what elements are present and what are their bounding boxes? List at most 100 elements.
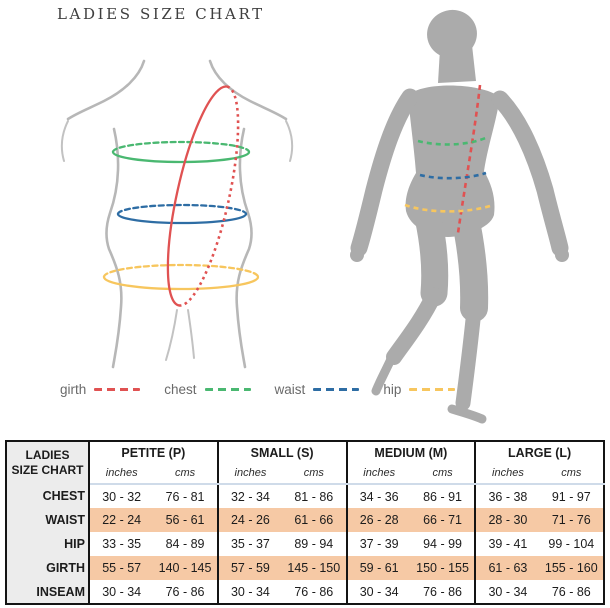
girth-dash-swatch xyxy=(94,387,141,392)
page-title: LADIES SIZE CHART xyxy=(57,5,265,23)
chest-ellipse-front xyxy=(111,150,251,164)
girth-ellipse-back xyxy=(178,85,240,307)
size-cell: 66 - 71 xyxy=(410,508,476,532)
size-cell: 37 - 39 xyxy=(345,532,411,556)
torso-measurement-diagram xyxy=(60,59,294,369)
table-row-inseam: INSEAM 30 - 34 76 - 86 30 - 34 76 - 86 3… xyxy=(6,580,604,604)
waist-ellipse-back xyxy=(116,203,248,216)
hip-ellipse-back xyxy=(102,263,260,279)
silhouette-foot-right xyxy=(447,404,487,424)
silhouette-neck xyxy=(438,45,476,83)
size-cell: 76 - 81 xyxy=(165,489,205,504)
torso-side-right xyxy=(235,127,253,369)
neck-shoulder-left xyxy=(66,59,146,121)
size-cell: 36 - 38 xyxy=(474,484,540,508)
size-cell: 33 - 35 xyxy=(87,532,154,556)
torso-outline xyxy=(60,59,294,369)
size-cell: 140 - 145 xyxy=(153,556,218,580)
row-label: GIRTH xyxy=(6,556,90,580)
inner-leg-left xyxy=(165,309,178,361)
size-cell: 26 - 28 xyxy=(345,508,411,532)
size-cell: 55 - 57 xyxy=(87,556,154,580)
size-cell: 76 - 86 xyxy=(423,584,463,599)
hip-dash-swatch xyxy=(409,387,456,392)
corner-line1: LADIES xyxy=(25,448,70,462)
size-cell: 28 - 30 xyxy=(474,508,540,532)
size-cell: 56 - 61 xyxy=(153,508,218,532)
size-table-wrap: LADIES SIZE CHART PETITE (P) SMALL (S) M… xyxy=(5,440,605,605)
row-label: CHEST xyxy=(6,484,90,508)
row-label: WAIST xyxy=(6,508,90,532)
unit-header-inches: inches xyxy=(216,463,283,485)
table-row-hip: HIP 33 - 35 84 - 89 35 - 37 89 - 94 37 -… xyxy=(6,532,604,556)
hip-line xyxy=(404,203,494,213)
waist-dash-swatch xyxy=(313,387,360,392)
measurement-ellipses xyxy=(102,85,260,307)
legend-label-hip: hip xyxy=(383,382,402,397)
size-cell: 57 - 59 xyxy=(216,556,283,580)
silhouette-hand-left xyxy=(350,248,364,262)
body-silhouette xyxy=(350,9,569,424)
silhouette-thigh-right xyxy=(451,203,489,322)
size-cell: 99 - 104 xyxy=(548,537,595,551)
unit-header-row: inches cms inches cms inches cms inches … xyxy=(6,463,604,485)
silhouette-foot-left xyxy=(371,352,397,396)
legend-item-chest: chest xyxy=(164,382,251,397)
size-cell: 34 - 36 xyxy=(345,484,411,508)
unit-header-inches: inches xyxy=(345,463,411,485)
size-cell: 61 - 66 xyxy=(282,508,347,532)
legend-label-waist: waist xyxy=(274,382,306,397)
size-group-header-row: LADIES SIZE CHART PETITE (P) SMALL (S) M… xyxy=(6,441,604,484)
silhouette-calf-left xyxy=(386,287,442,365)
unit-header-cms: cms xyxy=(153,463,218,485)
unit-header-cms: cms xyxy=(410,463,476,485)
size-group-small: SMALL (S) xyxy=(216,441,347,463)
legend-label-chest: chest xyxy=(164,382,197,397)
chest-line xyxy=(417,135,489,146)
unit-header-cms: cms xyxy=(282,463,347,485)
unit-header-inches: inches xyxy=(474,463,540,485)
silhouette-measurement-lines xyxy=(404,84,494,234)
silhouette-thigh-left xyxy=(414,203,449,307)
arm-stub-right xyxy=(285,120,294,162)
hip-ellipse-front xyxy=(102,275,260,291)
row-label: HIP xyxy=(6,532,90,556)
size-group-petite: PETITE (P) xyxy=(88,441,218,463)
size-cell: 150 - 155 xyxy=(410,556,476,580)
arm-stub-left xyxy=(60,120,69,162)
measurement-legend: girth chest waist hip xyxy=(60,382,456,397)
girth-ellipse xyxy=(166,85,240,307)
neck-shoulder-right xyxy=(208,59,288,121)
size-cell: 155 - 160 xyxy=(539,556,604,580)
unit-header-cms: cms xyxy=(539,463,604,485)
row-label: INSEAM xyxy=(6,580,90,604)
size-cell: 30 - 34 xyxy=(87,580,154,604)
size-cell: 89 - 94 xyxy=(294,537,334,551)
size-group-large: LARGE (L) xyxy=(474,441,604,463)
girth-ellipse-front xyxy=(166,85,229,307)
size-cell: 145 - 150 xyxy=(282,556,347,580)
silhouette-arm-right xyxy=(491,90,569,257)
size-cell: 94 - 99 xyxy=(423,537,463,551)
torso-side-left xyxy=(105,127,123,369)
legend-label-girth: girth xyxy=(60,382,87,397)
size-cell: 76 - 86 xyxy=(551,584,591,599)
size-group-medium: MEDIUM (M) xyxy=(345,441,476,463)
size-cell: 76 - 86 xyxy=(165,584,205,599)
legend-item-girth: girth xyxy=(60,382,141,397)
silhouette-torso xyxy=(405,85,500,237)
silhouette-hand-right xyxy=(555,248,569,262)
size-chart-table: LADIES SIZE CHART PETITE (P) SMALL (S) M… xyxy=(5,440,605,605)
waist-ellipse-front xyxy=(116,212,248,225)
chest-dash-swatch xyxy=(204,387,251,392)
corner-line2: SIZE CHART xyxy=(11,463,84,477)
size-cell: 81 - 86 xyxy=(294,489,334,504)
girth-line xyxy=(456,84,482,234)
size-cell: 86 - 91 xyxy=(423,489,463,504)
legend-item-hip: hip xyxy=(383,382,456,397)
body-silhouette-diagram xyxy=(350,9,569,424)
size-cell: 91 - 97 xyxy=(551,489,591,504)
size-cell: 71 - 76 xyxy=(539,508,604,532)
table-row-waist: WAIST 22 - 24 56 - 61 24 - 26 61 - 66 26… xyxy=(6,508,604,532)
